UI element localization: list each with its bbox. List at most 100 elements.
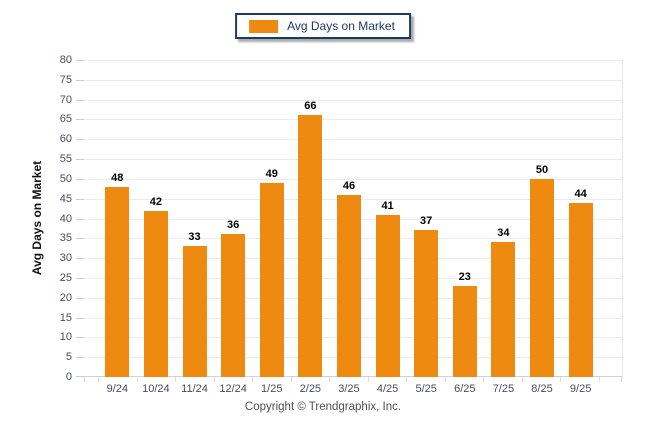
x-tick-label: 12/24 — [219, 383, 247, 395]
plot-area: 48 42 33 36 49 66 46 41 37 23 34 50 44 — [84, 60, 623, 377]
y-tick — [76, 99, 84, 101]
bar-slot: 44 — [561, 60, 600, 377]
bar — [375, 214, 400, 377]
y-tick-label: 70 — [59, 93, 72, 106]
bar — [143, 210, 168, 377]
x-tick-label: 4/25 — [376, 383, 399, 395]
value-label: 66 — [304, 100, 317, 113]
x-boundary-tick — [136, 377, 138, 382]
bar-slot: 42 — [137, 60, 176, 377]
bar — [221, 234, 246, 377]
value-label: 34 — [497, 227, 510, 240]
y-tick — [76, 376, 84, 377]
y-tick — [76, 238, 84, 240]
bar — [259, 182, 284, 377]
bar — [182, 246, 207, 377]
value-label: 36 — [227, 219, 240, 232]
bar — [414, 230, 439, 377]
bar-slot: 50 — [523, 60, 562, 377]
x-boundary-tick — [560, 377, 562, 382]
y-tick-label: 15 — [59, 311, 72, 324]
y-tick-label: 60 — [59, 133, 72, 146]
x-axis-edge-tick-left — [84, 377, 85, 382]
y-tick-label: 75 — [59, 73, 72, 86]
y-tick — [76, 258, 84, 260]
x-axis-tick-labels: 9/24 10/24 11/24 12/24 1/25 2/25 3/25 4/25 5/25 6… — [98, 383, 600, 395]
y-tick-label: 20 — [59, 291, 72, 304]
x-axis-edge-tick-right — [621, 377, 622, 382]
bar-slot: 46 — [330, 60, 369, 377]
gridline — [84, 178, 622, 180]
y-tick-label: 10 — [59, 331, 72, 344]
bar — [298, 115, 323, 377]
x-tick-label: 9/25 — [569, 383, 592, 395]
x-boundary-tick — [329, 377, 331, 382]
y-tick — [76, 60, 84, 61]
x-tick-label: 9/24 — [106, 383, 129, 395]
y-tick — [76, 178, 84, 180]
y-tick-label: 5 — [65, 351, 72, 364]
y-tick-label: 25 — [59, 271, 72, 284]
y-axis-tick-labels: 0 5 10 15 20 25 30 35 40 45 50 55 60 65 70 75 80 — [0, 54, 72, 383]
x-tick-label: 5/25 — [415, 383, 437, 395]
y-tick — [76, 119, 84, 121]
y-tick-label: 35 — [59, 232, 72, 245]
y-tick — [76, 79, 84, 81]
y-tick — [76, 277, 84, 279]
x-boundary-tick — [483, 377, 485, 382]
x-tick-label: 6/25 — [454, 383, 476, 395]
bar — [530, 178, 554, 377]
gridline — [84, 119, 622, 121]
x-tick-label: 7/25 — [492, 383, 515, 395]
bar — [105, 186, 130, 377]
bar-slot: 33 — [175, 60, 214, 377]
y-tick — [76, 297, 84, 299]
gridline — [84, 159, 622, 161]
value-label: 23 — [458, 270, 471, 283]
legend-label: Avg Days on Market — [287, 19, 395, 33]
y-axis-ticks — [76, 60, 84, 377]
value-label: 33 — [188, 231, 201, 244]
x-boundary-tick — [598, 377, 600, 382]
bar — [568, 202, 593, 377]
bar — [336, 194, 361, 377]
value-label: 44 — [574, 187, 587, 200]
y-tick — [76, 218, 84, 220]
bar-slot: 49 — [252, 60, 291, 377]
legend-swatch-icon — [249, 19, 279, 33]
x-tick-label: 10/24 — [142, 383, 170, 395]
bar-slot: 37 — [407, 60, 446, 377]
x-axis-ticks — [98, 377, 600, 382]
x-boundary-tick — [252, 377, 254, 382]
x-boundary-tick — [213, 377, 215, 382]
value-label: 37 — [420, 215, 433, 228]
y-tick-label: 30 — [59, 252, 72, 265]
y-tick — [76, 357, 84, 359]
x-tick-label: 1/25 — [261, 383, 283, 395]
x-tick-label: 11/24 — [181, 383, 208, 395]
x-tick-label: 3/25 — [338, 383, 360, 395]
x-boundary-tick — [175, 377, 177, 382]
bar-slot: 34 — [484, 60, 523, 377]
gridline — [84, 79, 622, 81]
gridline — [84, 139, 622, 141]
gridline — [84, 99, 622, 101]
x-boundary-tick — [406, 377, 408, 382]
bar — [452, 285, 477, 377]
y-tick-label: 0 — [65, 371, 72, 383]
y-tick — [76, 317, 84, 319]
y-tick — [76, 198, 84, 200]
y-tick-label: 50 — [59, 172, 72, 185]
value-label: 50 — [535, 163, 549, 176]
value-label: 46 — [342, 179, 356, 192]
bar-slot: 66 — [291, 60, 330, 377]
bar-slot: 23 — [445, 60, 484, 377]
x-boundary-tick — [367, 377, 369, 382]
x-tick-label: 8/25 — [531, 383, 553, 395]
value-label: 49 — [265, 167, 278, 180]
y-tick — [76, 139, 84, 141]
x-tick-label: 2/25 — [299, 383, 322, 395]
bar-slot: 41 — [368, 60, 407, 377]
value-label: 42 — [149, 195, 163, 208]
